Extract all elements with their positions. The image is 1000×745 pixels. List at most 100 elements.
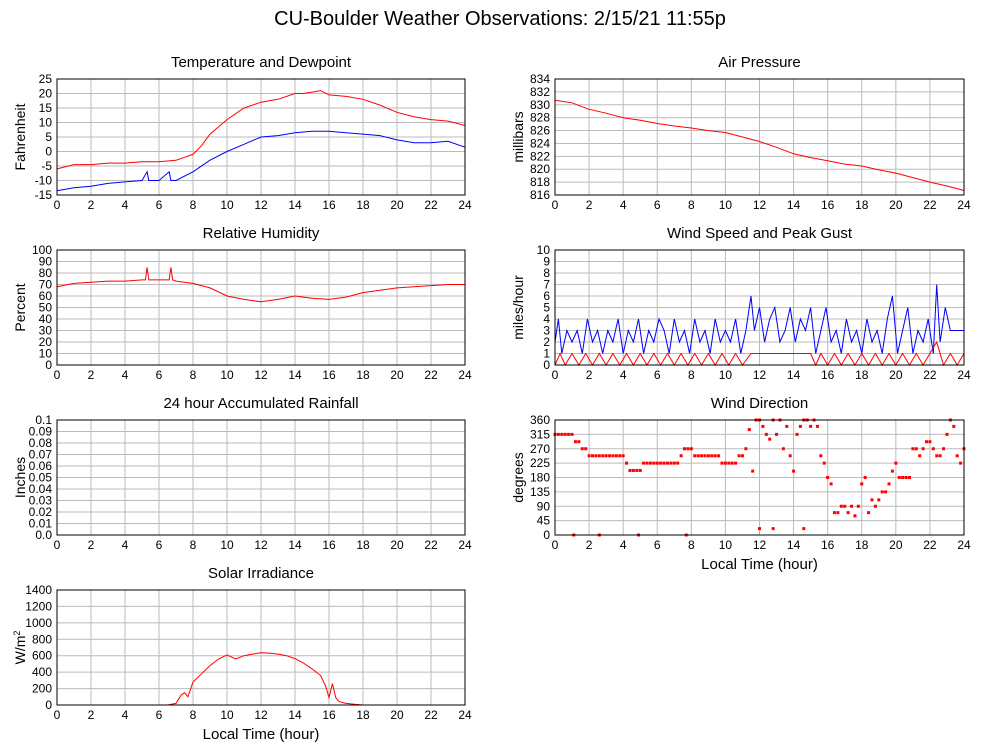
data-point <box>911 447 915 451</box>
x-tick-label: 8 <box>688 198 695 212</box>
data-point <box>829 482 833 486</box>
x-tick-label: 20 <box>390 538 404 552</box>
x-tick-label: 18 <box>855 368 869 382</box>
y-tick-label: 5 <box>45 130 52 144</box>
y-tick-label: 1000 <box>25 616 52 630</box>
data-point <box>594 454 598 458</box>
data-point <box>775 432 779 436</box>
x-tick-label: 0 <box>552 368 559 382</box>
x-tick-label: 0 <box>552 198 559 212</box>
data-point <box>710 454 714 458</box>
y-tick-label: 45 <box>537 514 551 528</box>
data-point <box>737 454 741 458</box>
x-tick-label: 16 <box>322 368 336 382</box>
data-point <box>925 440 929 444</box>
y-tick-label: 25 <box>39 72 53 86</box>
x-tick-label: 6 <box>156 368 163 382</box>
data-point <box>877 498 881 502</box>
x-tick-label: 2 <box>88 708 95 722</box>
x-tick-label: 12 <box>254 538 268 552</box>
y-tick-label: 6 <box>543 289 550 303</box>
y-axis-label: W/m2 <box>12 631 28 665</box>
data-point <box>788 454 792 458</box>
data-point <box>955 454 959 458</box>
y-axis-label: Percent <box>12 283 28 331</box>
x-tick-label: 12 <box>254 198 268 212</box>
x-tick-label: 24 <box>458 538 472 552</box>
data-point <box>696 454 700 458</box>
data-point <box>901 476 905 479</box>
series-line-1 <box>56 90 466 170</box>
y-tick-label: 0 <box>45 358 52 372</box>
y-tick-label: 0 <box>45 698 52 712</box>
y-tick-label: 270 <box>530 442 550 456</box>
data-point <box>935 454 939 458</box>
data-point <box>631 468 635 472</box>
data-point <box>563 432 567 436</box>
data-point <box>931 447 935 451</box>
x-tick-label: 22 <box>923 538 937 552</box>
data-point <box>645 461 649 465</box>
x-tick-label: 10 <box>220 708 234 722</box>
x-tick-label: 24 <box>458 708 472 722</box>
data-point <box>567 432 571 436</box>
plot-frame <box>56 419 466 536</box>
y-tick-label: -5 <box>41 159 52 173</box>
x-tick-label: 18 <box>356 708 370 722</box>
x-tick-label: 14 <box>787 368 801 382</box>
x-tick-label: 2 <box>88 368 95 382</box>
data-point <box>638 468 642 472</box>
x-tick-label: 6 <box>156 708 163 722</box>
y-tick-label: 90 <box>537 499 551 513</box>
y-tick-label: 315 <box>530 427 550 441</box>
x-tick-label: 20 <box>390 368 404 382</box>
y-tick-label: 0 <box>543 358 550 372</box>
x-tick-label: 14 <box>787 198 801 212</box>
y-tick-label: 0.03 <box>29 494 53 508</box>
y-tick-label: 225 <box>530 456 550 470</box>
x-tick-label: 8 <box>190 538 197 552</box>
y-tick-label: 40 <box>39 312 53 326</box>
data-point <box>860 482 864 486</box>
x-tick-label: 12 <box>753 538 767 552</box>
y-tick-label: 1 <box>543 347 550 361</box>
data-point <box>863 476 867 479</box>
x-tick-label: 16 <box>322 708 336 722</box>
data-point <box>938 454 942 458</box>
data-point <box>873 504 877 508</box>
data-point <box>751 469 755 473</box>
chart-title: Air Pressure <box>718 54 801 71</box>
y-tick-label: 600 <box>32 649 52 663</box>
y-tick-label: 830 <box>530 98 550 112</box>
x-tick-label: 4 <box>122 538 129 552</box>
data-point <box>672 461 676 465</box>
series-line-1 <box>554 284 964 354</box>
data-point <box>887 482 891 486</box>
plot-frame <box>554 249 965 366</box>
data-point <box>713 454 717 458</box>
data-point <box>723 461 727 465</box>
data-point <box>693 454 697 458</box>
x-tick-label: 24 <box>957 538 971 552</box>
data-point <box>560 432 564 436</box>
data-point <box>880 490 884 494</box>
chart-title: Wind Speed and Peak Gust <box>667 225 853 242</box>
x-tick-label: 18 <box>855 538 869 552</box>
y-axis-label: Inches <box>12 457 28 498</box>
x-tick-label: 22 <box>424 708 438 722</box>
data-point <box>642 461 646 465</box>
x-tick-label: 22 <box>923 368 937 382</box>
y-tick-label: 0.04 <box>29 482 53 496</box>
data-point <box>907 476 911 479</box>
y-tick-label: 8 <box>543 266 550 280</box>
series-line-2 <box>56 130 466 192</box>
data-point <box>625 461 629 465</box>
data-point <box>768 437 772 441</box>
x-tick-label: 2 <box>586 538 593 552</box>
x-tick-label: 4 <box>620 538 627 552</box>
y-tick-label: 100 <box>32 243 52 257</box>
data-point <box>809 424 813 428</box>
x-tick-label: 22 <box>923 198 937 212</box>
data-point <box>652 461 656 465</box>
y-tick-label: 0 <box>543 528 550 542</box>
